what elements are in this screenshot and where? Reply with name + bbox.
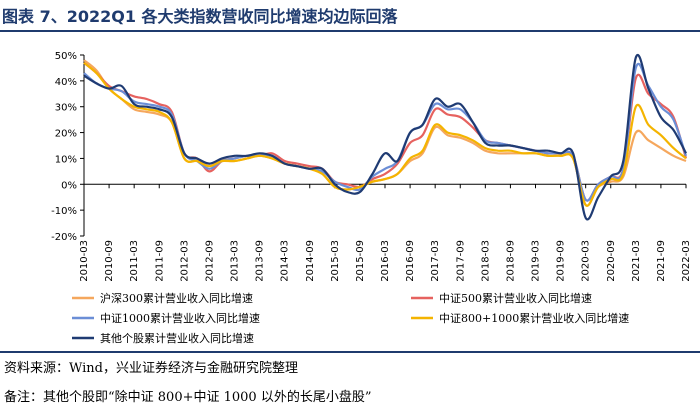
x-axis: 2010-03 2010-09 2011-03 2011-09 2012-03 2012-… xyxy=(79,183,692,282)
x-tick-label: 2014-03 xyxy=(280,240,291,282)
x-tick-label: 2017-09 xyxy=(455,240,466,282)
x-tick-label: 2019-09 xyxy=(556,240,567,282)
y-tick-label: 30% xyxy=(55,103,77,114)
legend-label: 中证800+1000累计营业收入同比增速 xyxy=(439,311,629,325)
x-tick-label: 2013-03 xyxy=(230,240,241,282)
y-tick-label: -20% xyxy=(51,232,77,243)
y-tick-label: 50% xyxy=(55,51,77,62)
x-tick-label: 2014-09 xyxy=(305,240,316,282)
x-tick-label: 2012-09 xyxy=(204,240,215,282)
source-note: 资料来源：Wind，兴业证券经济与金融研究院整理 xyxy=(4,361,298,376)
series-line-4 xyxy=(83,61,687,207)
remark-note: 备注：其他个股即“除中证 800+中证 1000 以外的长尾小盘股” xyxy=(4,390,372,405)
x-tick-label: 2020-09 xyxy=(606,240,617,282)
x-tick-label: 2018-09 xyxy=(505,240,516,282)
legend-label: 中证500累计营业收入同比增速 xyxy=(439,291,592,305)
footer: 资料来源：Wind，兴业证券经济与金融研究院整理 备注：其他个股即“除中证 80… xyxy=(0,351,700,415)
x-tick-label: 2017-03 xyxy=(430,240,441,282)
legend: 沪深300累计营业收入同比增速 中证500累计营业收入同比增速中证1000累计营业… xyxy=(72,291,629,345)
x-tick-label: 2011-03 xyxy=(129,240,140,282)
x-tick-label: 2010-03 xyxy=(79,240,90,282)
x-tick-label: 2012-03 xyxy=(179,240,190,282)
legend-label: 沪深300累计营业收入同比增速 xyxy=(100,291,253,305)
y-tick-label: -10% xyxy=(51,206,77,217)
y-tick-label: 40% xyxy=(55,77,77,88)
series-line-5 xyxy=(83,53,687,221)
figure-title: 图表 7、2022Q1 各大类指数营收同比增速均边际回落 xyxy=(0,4,700,32)
x-tick-label: 2016-09 xyxy=(405,240,416,282)
legend-label: 其他个股累计营业收入同比增速 xyxy=(100,331,254,345)
x-tick-label: 2010-09 xyxy=(104,240,115,282)
y-axis: -20% -10% 0% 10% 20% 30% 40% 50% xyxy=(51,51,85,243)
x-tick-label: 2021-03 xyxy=(631,240,642,282)
x-tick-label: 2016-03 xyxy=(380,240,391,282)
y-tick-label: 10% xyxy=(55,154,77,165)
x-tick-label: 2022-03 xyxy=(681,240,692,282)
x-tick-label: 2015-09 xyxy=(355,240,366,282)
x-tick-label: 2013-09 xyxy=(255,240,266,282)
x-tick-label: 2011-09 xyxy=(154,240,165,282)
x-tick-label: 2015-03 xyxy=(330,240,341,282)
x-tick-label: 2021-09 xyxy=(656,240,667,282)
y-tick-label: 0% xyxy=(61,180,77,191)
y-tick-label: 20% xyxy=(55,129,77,140)
x-tick-label: 2018-03 xyxy=(480,240,491,282)
line-chart: -20% -10% 0% 10% 20% 30% 40% 50% 2010-03 2010-09… xyxy=(51,51,692,345)
series-lines xyxy=(83,53,688,221)
x-tick-label: 2020-03 xyxy=(581,240,592,282)
x-tick-label: 2019-03 xyxy=(531,240,542,282)
legend-label: 中证1000累计营业收入同比增速 xyxy=(100,311,260,325)
